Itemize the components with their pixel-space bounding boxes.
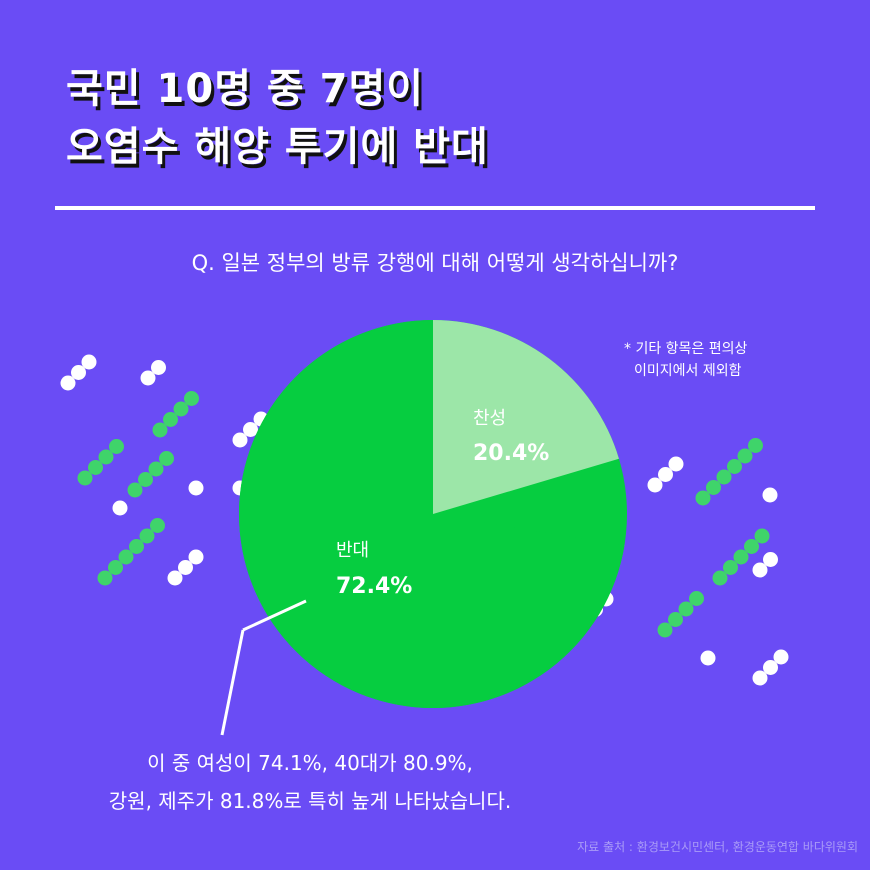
decorative-dot: [60, 375, 76, 391]
decorative-dot: [727, 459, 742, 474]
source-credit: 자료 출처 : 환경보건시민센터, 환경운동연합 바다위원회: [577, 840, 858, 854]
decorative-dot: [689, 591, 704, 606]
summary-line-1: 이 중 여성이 74.1%, 40대가 80.9%,: [147, 751, 473, 775]
pie-slice-oppose: [239, 320, 625, 708]
decorative-dot: [716, 469, 732, 485]
decorative-dot: [763, 660, 778, 675]
decorative-dot: [138, 472, 153, 487]
decorative-dot: [188, 480, 204, 496]
decorative-dot: [232, 432, 248, 448]
decorative-dot: [752, 562, 768, 578]
decorative-dot: [744, 539, 759, 554]
decorative-dot: [71, 365, 86, 380]
survey-question: Q. 일본 정부의 방류 강행에 대해 어떻게 생각하십니까?: [191, 251, 679, 275]
slice-value-oppose: 72.4%: [336, 574, 412, 599]
callout-line-segment-2: [220, 629, 245, 736]
decorative-dot: [173, 401, 189, 417]
decorative-dot: [81, 354, 97, 370]
decorative-dot: [163, 412, 178, 427]
decorative-dot: [167, 570, 183, 586]
pie-slice-support: [433, 320, 619, 514]
decorative-dot: [88, 460, 103, 475]
decorative-dot: [188, 549, 204, 565]
decorative-dot: [178, 560, 193, 575]
decorative-dot: [129, 539, 144, 554]
summary-text: 이 중 여성이 74.1%, 40대가 80.9%, 강원, 제주가 81.8%…: [0, 744, 620, 820]
decorative-dot: [150, 518, 165, 533]
decorative-dot: [748, 438, 763, 453]
decorative-dot: [152, 422, 168, 438]
callout-line-segment-1: [242, 599, 307, 632]
decorative-dot: [159, 451, 174, 466]
page-title: 국민 10명 중 7명이 오염수 해양 투기에 반대: [66, 60, 489, 176]
decorative-dot: [712, 570, 728, 586]
footnote: * 기타 항목은 편의상 이미지에서 제외함: [624, 338, 747, 382]
decorative-dot: [98, 449, 114, 465]
decorative-dot: [109, 439, 124, 454]
decorative-dot: [762, 487, 778, 503]
decorative-dot: [678, 601, 694, 617]
decorative-dot: [658, 467, 673, 482]
decorative-dot: [752, 670, 768, 686]
decorative-dot: [108, 560, 123, 575]
decorative-dot: [668, 456, 684, 472]
footnote-line-1: * 기타 항목은 편의상: [624, 341, 748, 357]
decorative-dot: [737, 448, 753, 464]
decorative-dot: [700, 650, 716, 666]
slice-label-oppose: 반대: [336, 540, 369, 561]
decorative-dot: [668, 612, 683, 627]
slice-value-support: 20.4%: [473, 441, 549, 466]
decorative-dot: [243, 422, 258, 437]
summary-line-2: 강원, 제주가 81.8%로 특히 높게 나타났습니다.: [108, 789, 512, 813]
decorative-dot: [706, 480, 721, 495]
decorative-dot: [754, 528, 770, 544]
decorative-dot: [723, 560, 738, 575]
decorative-dot: [112, 500, 128, 516]
decorative-dot: [97, 570, 113, 586]
decorative-dot: [763, 552, 778, 567]
title-line-1: 국민 10명 중 7명이: [66, 66, 425, 112]
decorative-dot: [695, 490, 711, 506]
decorative-dot: [773, 649, 789, 665]
decorative-dot: [184, 391, 199, 406]
decorative-dot: [127, 482, 143, 498]
pie-slices: [239, 320, 627, 708]
title-divider: [55, 206, 815, 210]
decorative-dot: [140, 370, 156, 386]
decorative-dot: [139, 528, 155, 544]
decorative-dot: [77, 470, 93, 486]
decorative-dot: [733, 549, 749, 565]
title-line-2: 오염수 해양 투기에 반대: [66, 124, 489, 170]
decorative-dot: [657, 622, 673, 638]
decorative-dot: [148, 461, 164, 477]
decorative-dot: [118, 549, 134, 565]
decorative-dot: [151, 360, 166, 375]
decorative-dot: [647, 477, 663, 493]
footnote-line-2: 이미지에서 제외함: [634, 363, 742, 379]
slice-label-support: 찬성: [473, 408, 506, 429]
